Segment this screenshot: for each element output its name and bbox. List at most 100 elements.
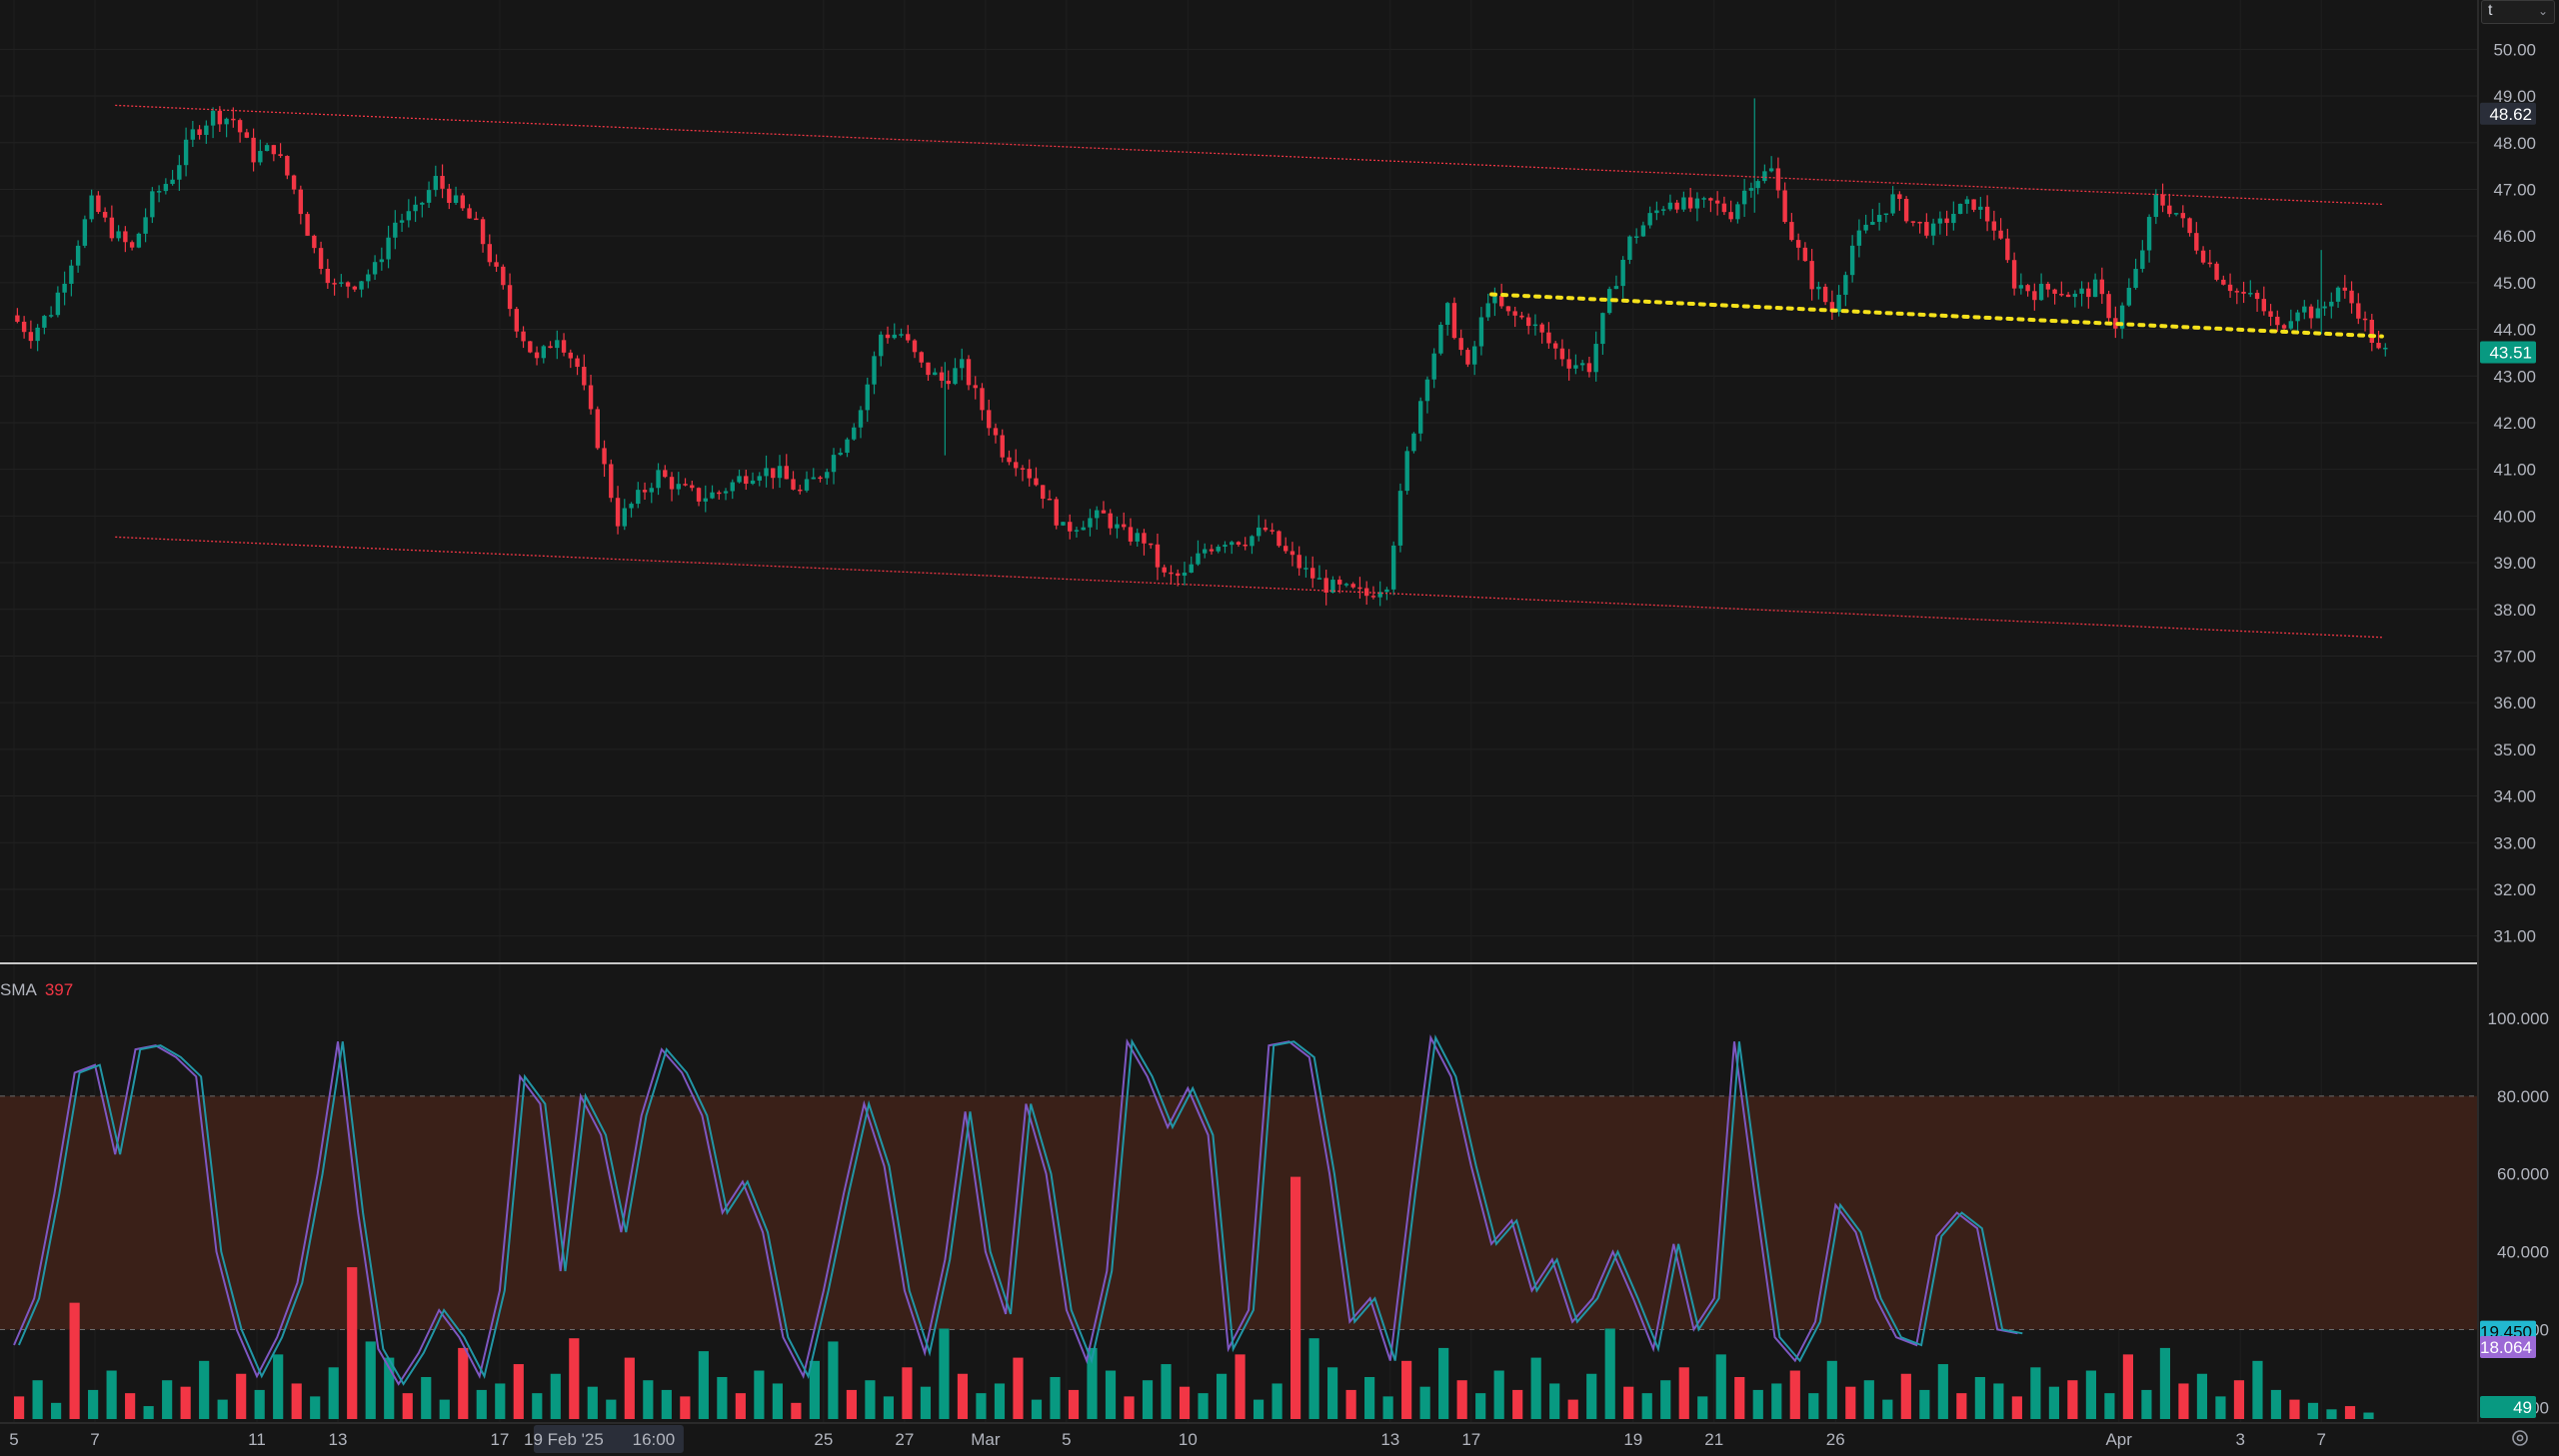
volume-bar: [1253, 1399, 1265, 1419]
price-axis[interactable]: 50.00 49.00 48.00 47.00 46.00 45.00 44.00 43.00…: [2493, 40, 2536, 945]
time-tick-label: 19: [1623, 1430, 1642, 1449]
candle-body: [237, 120, 243, 133]
price-tick-label: 44.00: [2493, 321, 2536, 340]
candle-body: [1593, 344, 1598, 373]
volume-bar: [1919, 1389, 1930, 1419]
candle-body: [1978, 206, 1983, 210]
candle-body: [2005, 238, 2010, 261]
candle-body: [858, 410, 864, 428]
price-tick-label: 33.00: [2493, 833, 2536, 852]
candle-body: [2369, 319, 2375, 344]
trendlines[interactable]: [115, 104, 2384, 639]
volume-bar: [1438, 1347, 1449, 1419]
volume-bar: [1549, 1383, 1560, 1419]
candle-body: [1283, 546, 1288, 552]
candle-body: [825, 472, 830, 479]
candle-body: [1014, 462, 1019, 469]
candle-body: [399, 220, 405, 223]
candle-body: [852, 427, 857, 440]
candle-body: [1735, 204, 1740, 220]
symbol-selector[interactable]: t ⌄: [2481, 0, 2555, 24]
volume-bar: [2344, 1406, 2356, 1419]
candle-body: [690, 485, 695, 489]
price-tick-label: 31.00: [2493, 927, 2536, 946]
candle-body: [1924, 222, 1929, 236]
candle-body: [1223, 545, 1228, 548]
candle-body: [1169, 572, 1174, 575]
candle-body: [1061, 522, 1066, 526]
candle-body: [1870, 221, 1875, 225]
candle-body: [2059, 293, 2064, 296]
candle-body: [2180, 213, 2186, 219]
candle-body: [791, 479, 796, 490]
volume-bar: [1956, 1393, 1967, 1419]
candle-body: [224, 118, 229, 125]
candle-body: [568, 352, 573, 359]
candle-body: [993, 428, 999, 436]
volume-bar: [883, 1396, 895, 1419]
candle-body: [966, 359, 972, 386]
candle-body: [1586, 363, 1592, 373]
candle-body: [1209, 549, 1215, 552]
time-axis[interactable]: 5 7 11 13 17 25 27 Mar 5 10 13 17 19 21 26 Apr 3 7 19 Feb …: [9, 1425, 2326, 1453]
candle-body: [366, 274, 371, 282]
stoch-d-line: [17, 1034, 2023, 1386]
candle-body: [406, 211, 412, 221]
volume-bar: [217, 1399, 228, 1419]
candle-body: [750, 480, 756, 485]
candle-body: [1910, 221, 1916, 223]
volume-bar: [1641, 1393, 1652, 1419]
candle-body: [1654, 210, 1659, 214]
indicator-legend[interactable]: SMA 397: [0, 980, 73, 1000]
volume-bar: [1863, 1380, 1874, 1419]
volume-bar: [69, 1302, 80, 1419]
volume-bar: [2270, 1389, 2282, 1419]
chart-settings-button[interactable]: [2505, 1423, 2535, 1453]
volume-bar: [1272, 1383, 1282, 1419]
volume-bar: [569, 1338, 580, 1419]
candle-body: [1795, 240, 1801, 248]
volume-bar: [1327, 1367, 1338, 1419]
band-fill: [0, 1095, 2477, 1330]
candle-body: [1552, 343, 1558, 349]
volume-bar: [1216, 1373, 1228, 1419]
candle-body: [170, 179, 175, 185]
candle-body: [926, 362, 931, 376]
time-tick-label: 17: [1461, 1430, 1480, 1449]
candle-body: [831, 455, 837, 473]
time-tick-label: 17: [490, 1430, 509, 1449]
candle-body: [487, 244, 493, 263]
candle-body: [1485, 303, 1490, 318]
candle-body: [764, 468, 769, 477]
volume-bar: [606, 1399, 617, 1419]
candle-body: [710, 492, 715, 499]
candle-body: [730, 482, 735, 492]
candle-body: [2052, 289, 2057, 294]
candle-body: [1471, 346, 1477, 365]
price-tick-label: 49.00: [2493, 87, 2536, 106]
volume-bar: [273, 1354, 284, 1419]
candle-body: [1768, 168, 1774, 172]
chevron-down-icon: ⌄: [2537, 4, 2548, 18]
volume-bar: [1826, 1360, 1837, 1419]
candle-body: [1115, 524, 1120, 529]
volume-bar: [1512, 1389, 1523, 1419]
candle-body: [1438, 325, 1443, 354]
neckline[interactable]: [1489, 292, 2384, 339]
candle-body: [2349, 290, 2354, 304]
candle-body: [582, 367, 587, 386]
candle-body: [129, 242, 135, 248]
candle-body: [453, 195, 459, 204]
candle-body: [676, 484, 681, 490]
volume-bar: [458, 1347, 469, 1419]
candle-body: [1270, 530, 1275, 532]
candle-body: [494, 262, 499, 267]
candle-body: [1964, 199, 1970, 204]
candle-body: [62, 283, 67, 293]
volume-bar: [1364, 1376, 1375, 1419]
price-tick-label: 41.00: [2493, 461, 2536, 480]
candle-body: [696, 488, 702, 502]
volume-bar: [254, 1389, 265, 1419]
candle-body: [1377, 592, 1382, 598]
